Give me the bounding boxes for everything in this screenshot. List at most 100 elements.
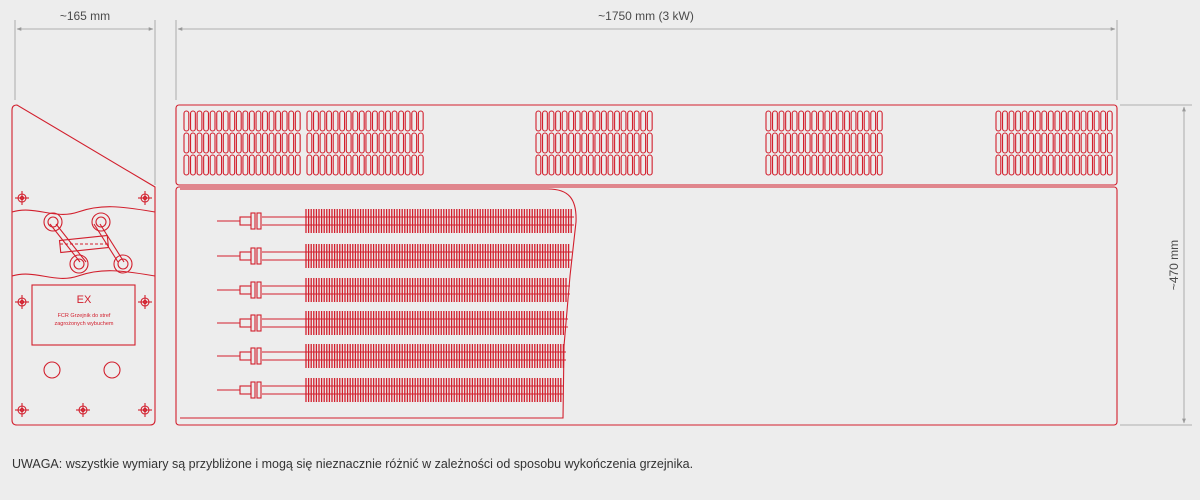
vent-slot bbox=[995, 132, 1002, 154]
vent-slot bbox=[385, 132, 391, 154]
vent-slot bbox=[857, 154, 864, 176]
vent-slot bbox=[863, 154, 870, 176]
vent-slot bbox=[378, 110, 385, 132]
vent-slot bbox=[640, 154, 647, 176]
mounting-bolt-icon bbox=[15, 295, 29, 309]
vent-slot bbox=[587, 154, 594, 176]
vent-slot bbox=[541, 132, 548, 154]
vent-slot bbox=[850, 154, 857, 176]
vent-slot bbox=[1067, 132, 1074, 154]
vent-slot bbox=[600, 132, 607, 154]
vent-slot bbox=[870, 132, 877, 154]
vent-slot bbox=[358, 110, 365, 132]
vent-slot bbox=[594, 154, 601, 176]
vent-slot bbox=[1100, 110, 1107, 132]
side-view-outline bbox=[11, 104, 156, 426]
heating-elements bbox=[217, 209, 574, 402]
vent-slot bbox=[830, 132, 837, 154]
vent-slot bbox=[345, 110, 352, 132]
dimension-front-width: ~1750 mm (3 kW) bbox=[175, 9, 1118, 100]
vent-slot bbox=[830, 110, 837, 132]
vent-slot bbox=[378, 132, 385, 154]
vent-slot bbox=[1001, 154, 1008, 176]
vent-slot bbox=[1074, 154, 1080, 176]
vent-slot bbox=[1047, 154, 1054, 176]
vent-slot bbox=[863, 132, 870, 154]
vent-slot bbox=[633, 110, 640, 132]
vent-slot bbox=[535, 110, 542, 132]
vent-slot bbox=[535, 154, 542, 176]
vent-slot bbox=[216, 154, 223, 176]
vent-slot bbox=[1047, 132, 1054, 154]
vent-slot bbox=[778, 154, 785, 176]
heating-fins bbox=[305, 278, 567, 302]
vent-slot bbox=[614, 110, 620, 132]
vent-slot bbox=[190, 154, 196, 176]
vent-slot bbox=[817, 154, 824, 176]
vent-slot bbox=[332, 132, 339, 154]
vent-slot bbox=[646, 154, 653, 176]
vent-slot bbox=[837, 154, 844, 176]
vent-slot bbox=[1041, 132, 1048, 154]
vent-slot bbox=[844, 110, 850, 132]
vent-slot bbox=[798, 110, 805, 132]
vent-slot bbox=[262, 154, 268, 176]
cable-gland-left bbox=[43, 361, 61, 379]
vent-slot bbox=[555, 154, 562, 176]
vent-slot bbox=[633, 132, 640, 154]
vent-slot bbox=[640, 132, 647, 154]
vent-slot bbox=[627, 110, 634, 132]
vent-slot bbox=[1100, 132, 1107, 154]
dimension-side-width: ~165 mm bbox=[14, 9, 156, 185]
vent-slot bbox=[1060, 132, 1067, 154]
vent-slot bbox=[607, 154, 614, 176]
vent-slot bbox=[339, 154, 346, 176]
vent-slot bbox=[607, 132, 614, 154]
vent-slot bbox=[548, 154, 555, 176]
vent-slot bbox=[183, 110, 190, 132]
vent-slot bbox=[857, 132, 864, 154]
vent-slot bbox=[561, 154, 568, 176]
vent-slot bbox=[398, 110, 405, 132]
vent-slot bbox=[850, 110, 857, 132]
vent-slot bbox=[1093, 132, 1100, 154]
vent-slot bbox=[183, 132, 190, 154]
side-view: EX FCR Grzejnik do stref zagrożonych wyb… bbox=[11, 104, 156, 426]
vent-slot bbox=[312, 132, 319, 154]
vent-slot bbox=[614, 154, 620, 176]
mounting-bolt-icon bbox=[76, 403, 90, 417]
vent-slot bbox=[1087, 110, 1094, 132]
vent-slot bbox=[1067, 154, 1074, 176]
vent-slot bbox=[417, 110, 424, 132]
vent-slot bbox=[561, 132, 568, 154]
vent-slot bbox=[771, 132, 778, 154]
plate-text-line1: FCR Grzejnik do stref bbox=[58, 313, 111, 319]
vent-slot bbox=[555, 110, 562, 132]
terminal-connector-assembly bbox=[43, 212, 133, 274]
mounting-bolt-icon bbox=[138, 295, 152, 309]
vent-slot bbox=[1034, 154, 1041, 176]
vent-slot bbox=[1001, 110, 1008, 132]
vent-slot bbox=[785, 154, 792, 176]
vent-slot bbox=[568, 154, 575, 176]
heating-element bbox=[217, 209, 574, 233]
heating-fins bbox=[305, 311, 565, 335]
vent-slot bbox=[791, 110, 798, 132]
vent-slot bbox=[242, 132, 249, 154]
vent-slot bbox=[222, 110, 229, 132]
vent-slot bbox=[352, 110, 359, 132]
vent-slot bbox=[1054, 132, 1061, 154]
vent-slot bbox=[268, 154, 275, 176]
vent-slot bbox=[326, 132, 332, 154]
vent-slot bbox=[568, 110, 575, 132]
vent-slot bbox=[209, 132, 216, 154]
vent-slot bbox=[190, 132, 196, 154]
vent-slot bbox=[633, 154, 640, 176]
vent-slot bbox=[574, 132, 581, 154]
vent-slot bbox=[555, 132, 562, 154]
vent-slot bbox=[1080, 132, 1087, 154]
vent-slot bbox=[326, 110, 332, 132]
vent-slot bbox=[824, 110, 831, 132]
vent-slot bbox=[1080, 154, 1087, 176]
vent-slot bbox=[190, 110, 196, 132]
